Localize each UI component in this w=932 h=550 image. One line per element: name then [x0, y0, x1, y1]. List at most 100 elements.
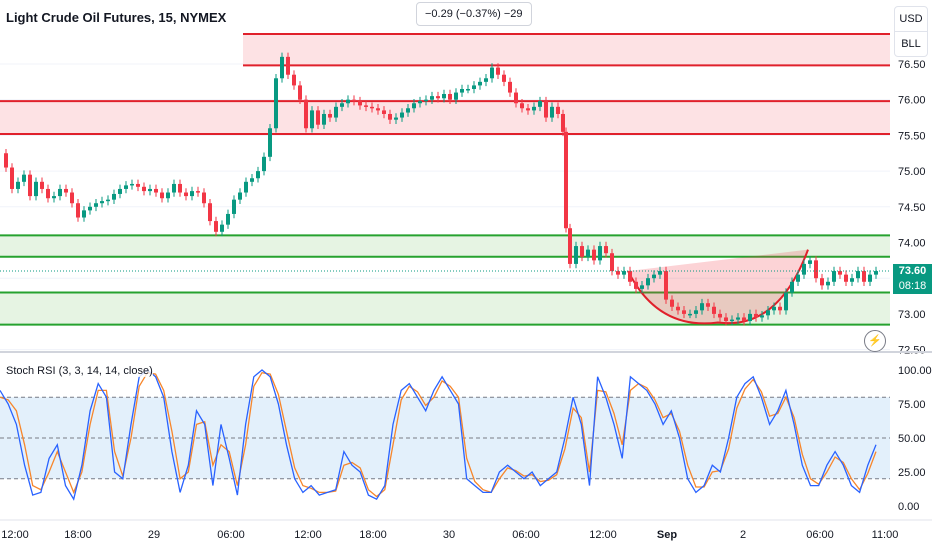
stoch-tick-label: 50.00	[898, 433, 926, 445]
chart-title[interactable]: Light Crude Oil Futures, 15, NYMEX	[6, 10, 227, 25]
candle-up	[658, 271, 662, 275]
time-tick-label: 18:00	[64, 529, 92, 541]
time-tick-label: 2	[740, 529, 746, 541]
candle-down	[316, 110, 320, 125]
candle-down	[46, 188, 50, 199]
candle-up	[412, 103, 416, 109]
candle-down	[514, 92, 518, 104]
candle-up	[52, 196, 56, 199]
candle-up	[484, 78, 488, 82]
stoch-rsi-pane	[0, 369, 890, 501]
candle-down	[682, 310, 686, 314]
candle-down	[754, 313, 758, 318]
candle-down	[10, 167, 14, 189]
candle-up	[400, 112, 404, 118]
candle-down	[76, 203, 80, 218]
candle-down	[154, 188, 158, 193]
time-tick-label: 30	[443, 529, 455, 541]
time-axis[interactable]: 12:00 18:00 29 06:00 12:00 18:00 30 06:00 12:00 S…	[0, 519, 932, 541]
candle-up	[784, 292, 788, 311]
candle-down	[508, 81, 512, 93]
candle-up	[640, 285, 644, 289]
candle-up	[652, 274, 656, 279]
candle-up	[106, 199, 110, 202]
candle-down	[208, 203, 212, 222]
candle-down	[382, 110, 386, 114]
candle-up	[34, 181, 38, 197]
price-zones	[0, 33, 890, 326]
resistance-zone	[0, 101, 890, 134]
candle-up	[58, 188, 62, 197]
candle-up	[94, 203, 98, 207]
cup-curve	[627, 249, 809, 325]
candle-up	[166, 192, 170, 199]
candle-up	[268, 128, 272, 157]
stoch-tick-label: 100.00	[898, 365, 932, 377]
candle-up	[172, 183, 176, 193]
candle-down	[676, 306, 680, 311]
candle-up	[118, 188, 122, 194]
candle-up	[100, 201, 104, 204]
candle-down	[502, 74, 506, 82]
candle-up	[472, 85, 476, 89]
price-tick-label: 74.00	[898, 238, 926, 250]
candle-down	[592, 249, 596, 261]
candle-down	[724, 317, 728, 322]
candle-up	[130, 183, 134, 186]
candle-down	[628, 271, 632, 282]
candle-up	[280, 56, 284, 79]
candle-down	[568, 228, 572, 264]
candle-down	[712, 306, 716, 314]
candle-up	[748, 313, 752, 322]
stoch-rsi-axis[interactable]: 100.00 75.00 50.00 25.00 0.00	[898, 365, 932, 513]
candle-up	[250, 178, 254, 182]
candle-up	[124, 185, 128, 189]
price-change-readout: −0.29 (−0.37%) −29	[416, 2, 532, 26]
candle-up	[190, 191, 194, 197]
candle-down	[196, 191, 200, 193]
candle-up	[460, 88, 464, 93]
candle-up	[766, 310, 770, 316]
candle-down	[820, 278, 824, 286]
candle-down	[298, 85, 302, 100]
stoch-rsi-title[interactable]: Stoch RSI (3, 3, 14, 14, close)	[6, 365, 153, 377]
candle-down	[448, 93, 452, 100]
candle-down	[580, 246, 584, 257]
candle-up	[790, 281, 794, 293]
candle-down	[436, 96, 440, 99]
candle-up	[760, 315, 764, 318]
candle-up	[310, 110, 314, 129]
unit-button[interactable]: BLL	[894, 31, 928, 57]
candle-down	[844, 274, 848, 282]
time-tick-label: Sep	[657, 529, 677, 541]
candle-up	[538, 101, 542, 107]
time-tick-label: 06:00	[806, 529, 834, 541]
candle-down	[160, 192, 164, 199]
candle-up	[796, 274, 800, 282]
candle-up	[586, 249, 590, 257]
candle-up	[646, 278, 650, 286]
price-tick-label: 75.50	[898, 130, 926, 142]
time-tick-label: 18:00	[359, 529, 387, 541]
candle-up	[736, 317, 740, 320]
candle-up	[550, 106, 554, 118]
candle-up	[112, 193, 116, 200]
candle-up	[826, 281, 830, 286]
candle-down	[184, 192, 188, 197]
candle-up	[478, 81, 482, 86]
candle-down	[496, 67, 500, 75]
candle-up	[730, 319, 734, 322]
candle-down	[178, 183, 182, 193]
candle-up	[232, 199, 236, 214]
candle-down	[664, 271, 668, 300]
flash-icon[interactable]: ⚡	[864, 330, 886, 352]
candle-up	[406, 108, 410, 113]
candle-down	[706, 303, 710, 307]
currency-button[interactable]: USD	[894, 6, 928, 32]
candle-up	[850, 278, 854, 282]
candle-down	[136, 183, 140, 187]
time-tick-label: 12:00	[589, 529, 617, 541]
candle-down	[526, 108, 530, 111]
candle-down	[292, 74, 296, 86]
candle-up	[532, 106, 536, 111]
